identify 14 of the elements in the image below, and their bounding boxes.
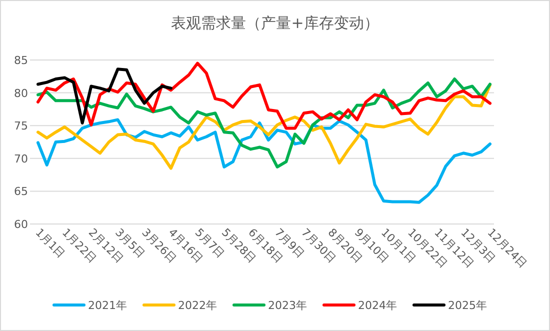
title: 表观需求量（产量+库存变动） [171, 14, 379, 32]
y-tick-label: 80 [14, 86, 28, 100]
y-tick-label: 85 [14, 54, 28, 67]
y-tick-label: 75 [14, 120, 28, 133]
line-series [36, 68, 172, 124]
legend-label: 2024年 [358, 299, 397, 312]
legend-label: 2023年 [268, 299, 307, 312]
legend-label: 2022年 [178, 299, 217, 312]
y-tick-label: 65 [14, 185, 28, 198]
y-tick-label: 60 [14, 218, 28, 231]
legend-label: 2025年 [448, 299, 487, 312]
y-tick-label: 70 [14, 152, 28, 166]
line-series [36, 62, 492, 130]
legend-label: 2021年 [88, 299, 127, 312]
